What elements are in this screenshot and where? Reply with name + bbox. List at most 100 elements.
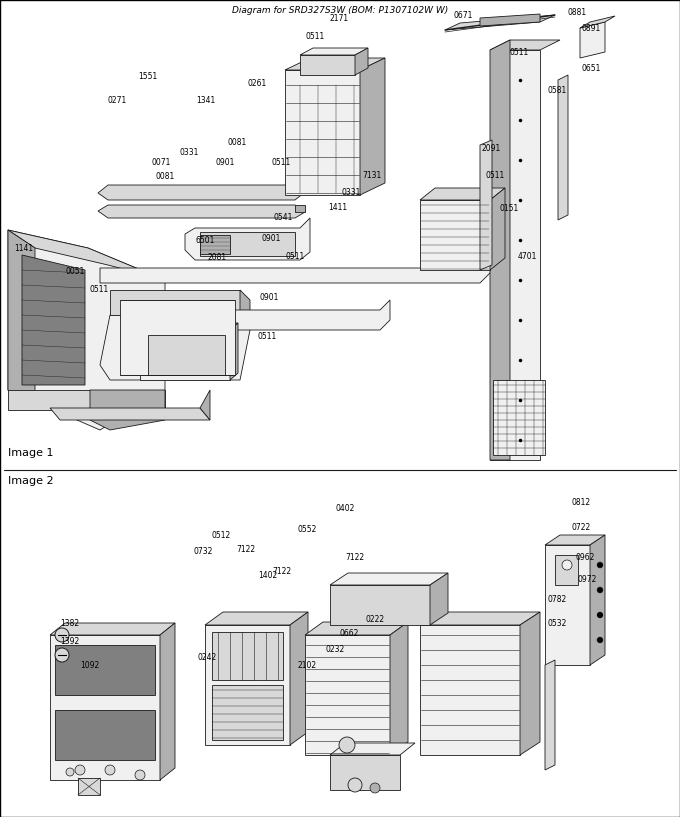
- Polygon shape: [300, 55, 355, 75]
- Polygon shape: [212, 632, 283, 680]
- Text: 0891: 0891: [582, 24, 601, 33]
- Polygon shape: [420, 625, 520, 755]
- Polygon shape: [420, 612, 540, 625]
- Polygon shape: [160, 623, 175, 780]
- Polygon shape: [148, 335, 225, 375]
- Polygon shape: [330, 755, 400, 790]
- Text: 0732: 0732: [194, 547, 214, 556]
- Text: 0222: 0222: [366, 615, 385, 624]
- Text: 7122: 7122: [272, 568, 291, 577]
- Circle shape: [105, 765, 115, 775]
- Polygon shape: [545, 545, 590, 665]
- Text: 0081: 0081: [155, 172, 174, 181]
- Polygon shape: [140, 330, 230, 380]
- Polygon shape: [360, 58, 385, 195]
- Polygon shape: [330, 573, 448, 585]
- Text: 0071: 0071: [152, 158, 171, 167]
- Polygon shape: [200, 232, 295, 256]
- Text: 0081: 0081: [228, 137, 248, 146]
- Polygon shape: [490, 40, 560, 50]
- Circle shape: [597, 612, 603, 618]
- Text: 7122: 7122: [345, 553, 364, 562]
- Polygon shape: [520, 612, 540, 755]
- Polygon shape: [22, 255, 85, 385]
- Text: Diagram for SRD327S3W (BOM: P1307102W W): Diagram for SRD327S3W (BOM: P1307102W W): [232, 6, 448, 15]
- Polygon shape: [185, 218, 310, 260]
- Text: 0722: 0722: [572, 524, 591, 533]
- Text: 0511: 0511: [305, 32, 324, 41]
- Polygon shape: [355, 48, 368, 75]
- Polygon shape: [558, 75, 568, 220]
- Text: 1382: 1382: [60, 619, 79, 628]
- Text: 0511: 0511: [485, 171, 505, 180]
- Polygon shape: [555, 555, 578, 585]
- Polygon shape: [545, 660, 555, 770]
- Polygon shape: [590, 535, 605, 665]
- Text: 0541: 0541: [274, 212, 293, 221]
- Text: 2091: 2091: [482, 144, 501, 153]
- Polygon shape: [200, 390, 210, 420]
- Circle shape: [597, 637, 603, 643]
- Text: 6501: 6501: [196, 235, 216, 244]
- Polygon shape: [420, 188, 505, 200]
- Circle shape: [75, 765, 85, 775]
- Text: 0051: 0051: [66, 267, 86, 276]
- Polygon shape: [390, 622, 408, 755]
- Text: 0782: 0782: [548, 596, 567, 605]
- Polygon shape: [50, 408, 210, 420]
- Circle shape: [339, 737, 355, 753]
- Polygon shape: [330, 585, 430, 625]
- Polygon shape: [8, 230, 35, 408]
- Text: 0402: 0402: [336, 503, 356, 512]
- Text: 1392: 1392: [60, 637, 80, 646]
- Text: 0151: 0151: [500, 203, 520, 212]
- Polygon shape: [290, 612, 308, 745]
- Polygon shape: [55, 645, 155, 695]
- Text: 0232: 0232: [325, 645, 344, 654]
- Circle shape: [562, 560, 572, 570]
- Text: 0511: 0511: [272, 158, 291, 167]
- Polygon shape: [140, 323, 238, 330]
- Text: 0532: 0532: [548, 619, 567, 628]
- Polygon shape: [545, 535, 605, 545]
- Polygon shape: [230, 323, 238, 380]
- Text: 0881: 0881: [568, 7, 587, 16]
- Text: 1141: 1141: [14, 243, 33, 252]
- Text: 0901: 0901: [260, 293, 279, 302]
- Polygon shape: [420, 200, 490, 270]
- Text: 4701: 4701: [518, 252, 537, 261]
- Text: 0511: 0511: [285, 252, 304, 261]
- Polygon shape: [240, 290, 250, 330]
- Polygon shape: [130, 300, 390, 330]
- Polygon shape: [490, 40, 510, 460]
- Text: 0581: 0581: [548, 86, 567, 95]
- Polygon shape: [50, 635, 160, 780]
- Polygon shape: [120, 300, 235, 375]
- Text: 0331: 0331: [342, 187, 361, 197]
- Polygon shape: [305, 622, 408, 635]
- Text: 2081: 2081: [208, 253, 227, 262]
- Polygon shape: [200, 235, 230, 254]
- Polygon shape: [580, 16, 615, 28]
- Polygon shape: [8, 390, 165, 410]
- Text: 1341: 1341: [196, 96, 216, 105]
- Text: Image 2: Image 2: [8, 476, 54, 486]
- Text: 0812: 0812: [572, 498, 591, 507]
- Polygon shape: [305, 635, 390, 755]
- Text: 1402: 1402: [258, 572, 277, 581]
- Text: 0662: 0662: [340, 630, 359, 639]
- Polygon shape: [490, 188, 505, 270]
- Text: 0901: 0901: [216, 158, 235, 167]
- Circle shape: [66, 768, 74, 776]
- Polygon shape: [212, 685, 283, 740]
- Text: 0511: 0511: [510, 47, 529, 56]
- Polygon shape: [78, 778, 100, 795]
- Text: 0901: 0901: [262, 234, 282, 243]
- Text: 0331: 0331: [180, 148, 199, 157]
- Polygon shape: [285, 70, 360, 195]
- Text: 0512: 0512: [212, 530, 231, 539]
- Text: Image 1: Image 1: [8, 448, 54, 458]
- Polygon shape: [205, 625, 290, 745]
- Polygon shape: [480, 14, 540, 26]
- Polygon shape: [430, 573, 448, 625]
